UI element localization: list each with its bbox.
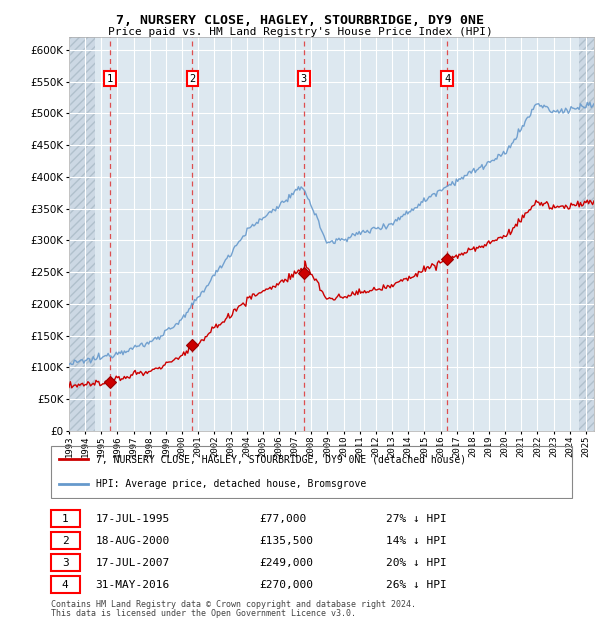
Text: 31-MAY-2016: 31-MAY-2016	[95, 580, 170, 590]
Text: 14% ↓ HPI: 14% ↓ HPI	[386, 536, 446, 546]
Text: 3: 3	[301, 74, 307, 84]
Text: £270,000: £270,000	[259, 580, 313, 590]
Bar	[50, 510, 80, 526]
Text: 7, NURSERY CLOSE, HAGLEY, STOURBRIDGE, DY9 0NE: 7, NURSERY CLOSE, HAGLEY, STOURBRIDGE, D…	[116, 14, 484, 27]
Text: 27% ↓ HPI: 27% ↓ HPI	[386, 514, 446, 524]
Text: 20% ↓ HPI: 20% ↓ HPI	[386, 558, 446, 568]
Text: £77,000: £77,000	[259, 514, 307, 524]
Text: Price paid vs. HM Land Registry's House Price Index (HPI): Price paid vs. HM Land Registry's House …	[107, 27, 493, 37]
Text: 26% ↓ HPI: 26% ↓ HPI	[386, 580, 446, 590]
Text: 7, NURSERY CLOSE, HAGLEY, STOURBRIDGE, DY9 0NE (detached house): 7, NURSERY CLOSE, HAGLEY, STOURBRIDGE, D…	[95, 454, 466, 464]
Text: 1: 1	[107, 74, 113, 84]
Text: 4: 4	[62, 580, 68, 590]
Text: £135,500: £135,500	[259, 536, 313, 546]
Text: 3: 3	[62, 558, 68, 568]
Bar	[69, 37, 95, 431]
Text: 2: 2	[62, 536, 68, 546]
Text: 1: 1	[62, 514, 68, 524]
Text: 2: 2	[189, 74, 196, 84]
Bar	[50, 532, 80, 549]
Bar	[50, 554, 80, 570]
Bar	[580, 37, 594, 431]
Text: 17-JUL-2007: 17-JUL-2007	[95, 558, 170, 568]
Text: 17-JUL-1995: 17-JUL-1995	[95, 514, 170, 524]
Text: HPI: Average price, detached house, Bromsgrove: HPI: Average price, detached house, Brom…	[95, 479, 366, 489]
Bar	[50, 576, 80, 593]
Text: 4: 4	[444, 74, 450, 84]
Text: This data is licensed under the Open Government Licence v3.0.: This data is licensed under the Open Gov…	[51, 609, 356, 619]
Text: Contains HM Land Registry data © Crown copyright and database right 2024.: Contains HM Land Registry data © Crown c…	[51, 600, 416, 609]
Text: 18-AUG-2000: 18-AUG-2000	[95, 536, 170, 546]
Text: £249,000: £249,000	[259, 558, 313, 568]
